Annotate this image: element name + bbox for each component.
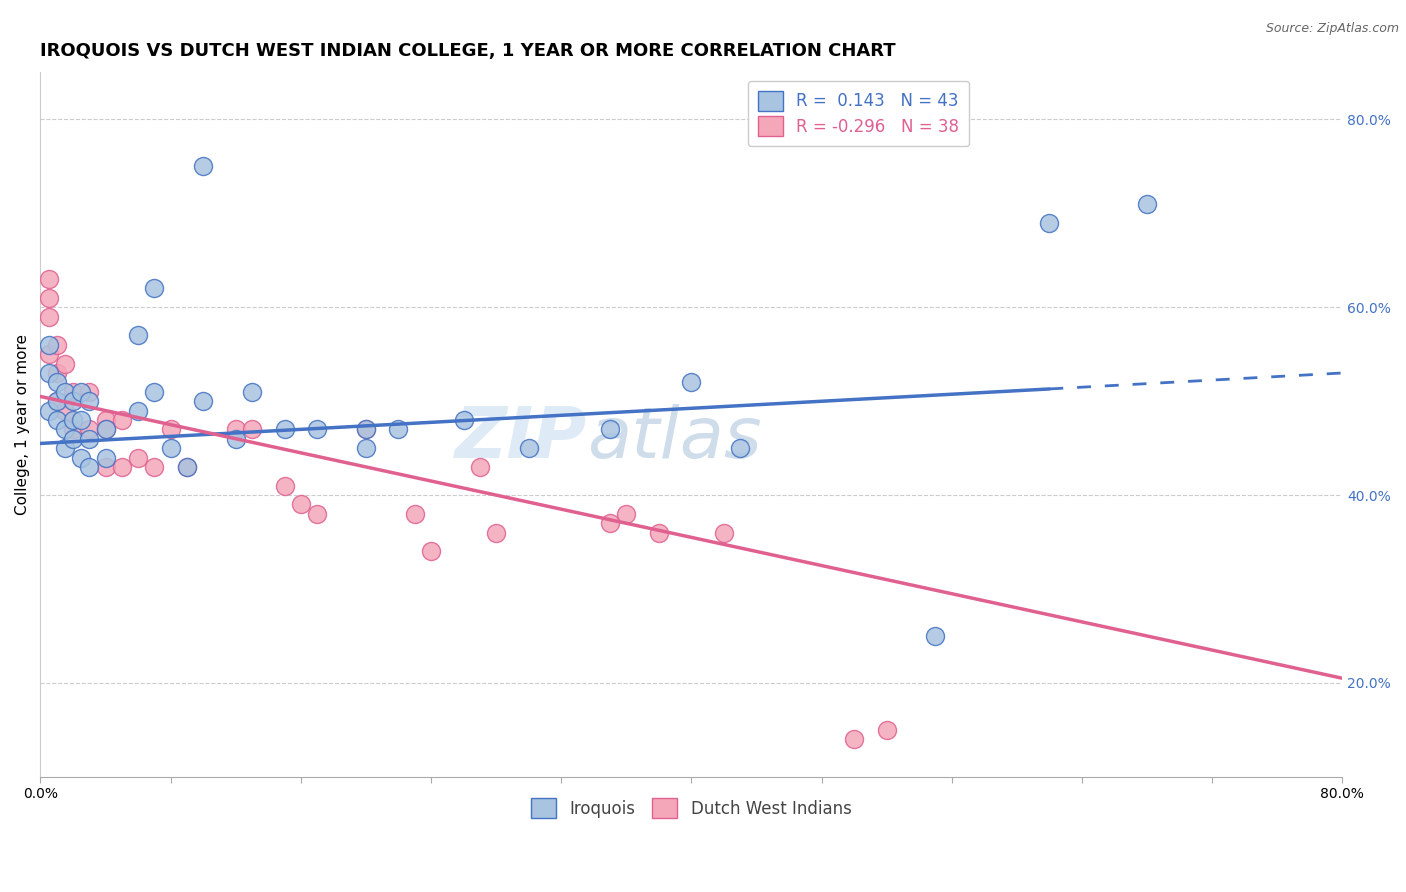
Point bbox=[111, 459, 134, 474]
Point bbox=[143, 459, 166, 474]
Point bbox=[45, 413, 67, 427]
Point bbox=[728, 441, 751, 455]
Point bbox=[127, 450, 149, 465]
Point bbox=[468, 459, 491, 474]
Point bbox=[62, 422, 84, 436]
Point bbox=[159, 441, 181, 455]
Point bbox=[77, 394, 100, 409]
Point bbox=[1136, 197, 1159, 211]
Point bbox=[94, 422, 117, 436]
Point bbox=[53, 422, 76, 436]
Point bbox=[681, 376, 703, 390]
Point bbox=[290, 498, 312, 512]
Point bbox=[713, 525, 735, 540]
Point bbox=[45, 394, 67, 409]
Point bbox=[62, 394, 84, 409]
Text: Source: ZipAtlas.com: Source: ZipAtlas.com bbox=[1265, 22, 1399, 36]
Point bbox=[77, 422, 100, 436]
Point bbox=[38, 291, 60, 305]
Point bbox=[143, 384, 166, 399]
Point bbox=[143, 281, 166, 295]
Point bbox=[94, 450, 117, 465]
Point bbox=[420, 544, 443, 558]
Point bbox=[45, 338, 67, 352]
Point bbox=[70, 384, 93, 399]
Point bbox=[62, 384, 84, 399]
Legend: Iroquois, Dutch West Indians: Iroquois, Dutch West Indians bbox=[524, 791, 858, 825]
Point bbox=[191, 394, 214, 409]
Point bbox=[62, 432, 84, 446]
Point bbox=[517, 441, 540, 455]
Point bbox=[225, 432, 247, 446]
Text: atlas: atlas bbox=[588, 404, 762, 474]
Point bbox=[273, 422, 295, 436]
Point bbox=[53, 441, 76, 455]
Point bbox=[38, 347, 60, 361]
Point bbox=[94, 459, 117, 474]
Point bbox=[648, 525, 671, 540]
Point bbox=[614, 507, 637, 521]
Point bbox=[77, 432, 100, 446]
Point bbox=[354, 441, 377, 455]
Point bbox=[273, 479, 295, 493]
Point bbox=[924, 629, 946, 643]
Point bbox=[453, 413, 475, 427]
Point bbox=[599, 422, 621, 436]
Point bbox=[77, 384, 100, 399]
Point bbox=[94, 413, 117, 427]
Point bbox=[53, 357, 76, 371]
Point bbox=[38, 338, 60, 352]
Y-axis label: College, 1 year or more: College, 1 year or more bbox=[15, 334, 30, 516]
Point bbox=[38, 272, 60, 286]
Point bbox=[38, 366, 60, 380]
Point bbox=[127, 328, 149, 343]
Point bbox=[307, 507, 329, 521]
Point bbox=[354, 422, 377, 436]
Point bbox=[45, 366, 67, 380]
Point bbox=[599, 516, 621, 531]
Point bbox=[94, 422, 117, 436]
Point bbox=[62, 413, 84, 427]
Point bbox=[38, 403, 60, 417]
Point bbox=[70, 413, 93, 427]
Point bbox=[240, 422, 263, 436]
Point bbox=[404, 507, 426, 521]
Point bbox=[127, 403, 149, 417]
Point bbox=[191, 159, 214, 173]
Point bbox=[387, 422, 409, 436]
Text: IROQUOIS VS DUTCH WEST INDIAN COLLEGE, 1 YEAR OR MORE CORRELATION CHART: IROQUOIS VS DUTCH WEST INDIAN COLLEGE, 1… bbox=[41, 42, 896, 60]
Point bbox=[45, 376, 67, 390]
Point bbox=[176, 459, 198, 474]
Point bbox=[1038, 216, 1060, 230]
Point bbox=[53, 384, 76, 399]
Text: ZIP: ZIP bbox=[456, 404, 588, 474]
Point bbox=[159, 422, 181, 436]
Point bbox=[876, 723, 898, 737]
Point bbox=[176, 459, 198, 474]
Point bbox=[240, 384, 263, 399]
Point bbox=[45, 394, 67, 409]
Point bbox=[70, 450, 93, 465]
Point bbox=[354, 422, 377, 436]
Point bbox=[38, 310, 60, 324]
Point bbox=[225, 422, 247, 436]
Point bbox=[842, 732, 865, 747]
Point bbox=[485, 525, 508, 540]
Point bbox=[77, 459, 100, 474]
Point bbox=[307, 422, 329, 436]
Point bbox=[111, 413, 134, 427]
Point bbox=[53, 403, 76, 417]
